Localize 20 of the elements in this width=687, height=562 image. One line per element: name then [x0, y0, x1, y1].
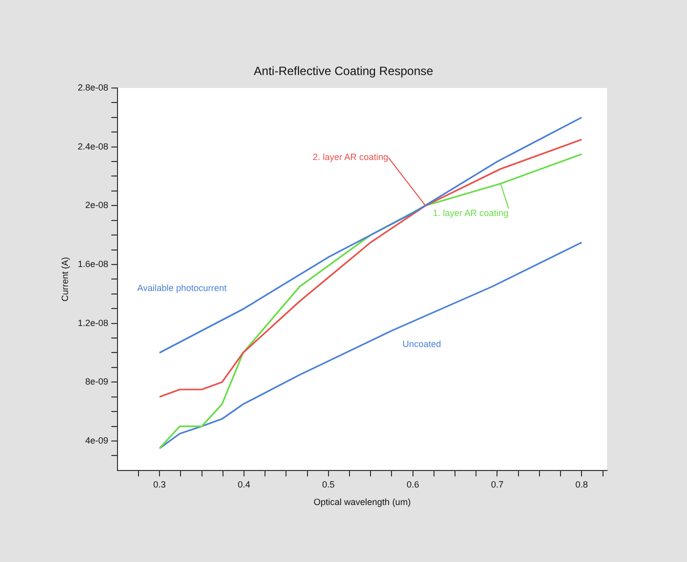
series-label: Uncoated — [402, 339, 441, 350]
x-tick-label: 0.4 — [238, 479, 250, 490]
y-tick-label: 4e-09 — [85, 435, 108, 446]
series-label: 1. layer AR coating — [432, 208, 508, 218]
x-tick-label: 0.3 — [153, 479, 166, 490]
y-tick-label: 2.8e-08 — [78, 82, 108, 92]
y-axis-title: Current (A) — [60, 256, 70, 302]
y-tick-label: 1.6e-08 — [78, 258, 108, 269]
x-tick-label: 0.7 — [490, 479, 504, 490]
text: Available photocurrent — [137, 283, 228, 294]
chart-title: Anti-Reflective Coating Response — [252, 64, 434, 78]
y-tick-label: 2.4e-08 — [78, 141, 108, 152]
x-tick-label: 0.5 — [322, 479, 335, 490]
y-tick-label: 2e-08 — [85, 200, 108, 210]
x-tick-label: 0.8 — [575, 479, 588, 490]
text: 2. layer AR coating — [312, 152, 388, 162]
y-tick-label: 8e-09 — [85, 376, 108, 387]
y-tick-label: 1.2e-08 — [78, 318, 108, 328]
x-tick-label: 0.6 — [406, 479, 420, 490]
x-axis-title: Optical wavelength (um) — [314, 497, 411, 508]
